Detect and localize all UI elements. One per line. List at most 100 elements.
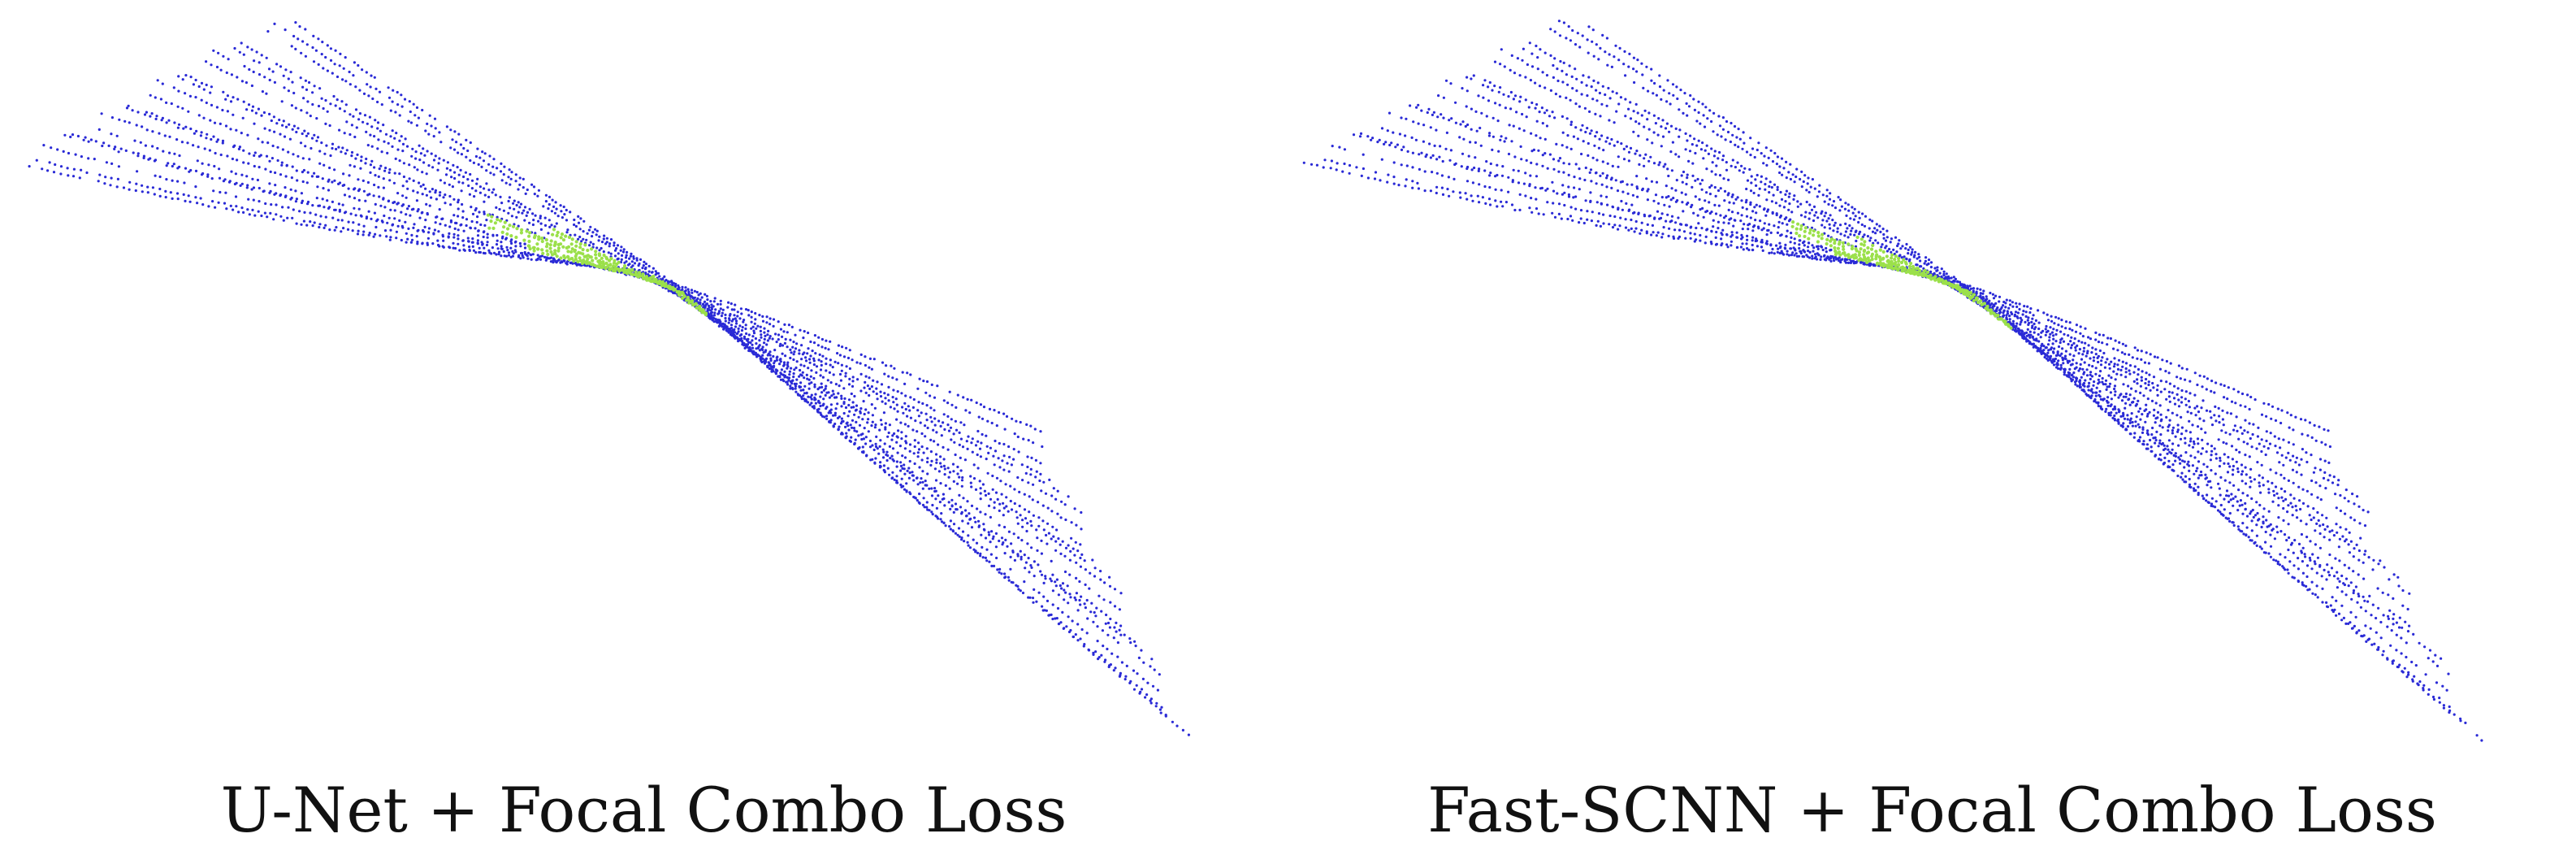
background-point [263,127,266,130]
background-point [1627,228,1630,232]
background-point [1821,248,1825,252]
background-point [1551,180,1554,184]
background-point [431,166,435,169]
background-point [1411,151,1414,154]
background-point [918,377,921,380]
segmented-point [567,235,572,240]
background-point [1061,540,1064,543]
background-point [377,185,380,189]
background-point [2223,453,2226,456]
background-point [845,435,848,438]
background-point [476,234,480,237]
background-point [940,465,943,468]
background-point [1070,521,1073,524]
background-point [500,241,503,244]
background-point [1595,224,1598,227]
background-point [2158,404,2162,407]
background-point [2180,367,2184,370]
background-point [448,183,451,186]
background-point [1397,184,1401,187]
background-point [853,413,856,416]
segmented-point [555,254,559,258]
segmented-point [556,230,560,235]
background-point [2087,344,2090,347]
background-point [1132,669,1136,672]
background-point [1666,213,1669,216]
background-point [291,128,294,131]
background-point [729,329,732,332]
background-point [434,127,437,130]
background-point [952,470,955,473]
background-point [301,40,305,43]
background-point [478,246,481,250]
background-point [1518,193,1522,196]
background-point [532,219,535,222]
background-point [833,414,837,417]
background-point [536,257,539,260]
background-point [457,242,460,245]
background-point [438,131,441,134]
background-point [2115,372,2119,376]
background-point [513,207,516,211]
background-point [2136,357,2139,360]
background-point [1112,636,1115,640]
background-point [466,149,470,153]
background-point [1088,587,1091,590]
background-point [67,174,70,177]
segmented-point [527,234,531,238]
background-point [2269,432,2272,435]
background-point [994,439,997,443]
background-point [1668,227,1671,230]
background-point [297,127,300,130]
background-point [412,102,415,106]
background-point [258,186,261,190]
background-point [113,147,116,150]
background-point [1035,528,1038,532]
background-point [167,162,170,165]
background-point [155,115,158,118]
background-point [2048,339,2051,342]
background-point [316,185,319,189]
background-point [462,175,465,179]
background-point [176,180,180,183]
background-point [739,307,743,310]
background-point [994,491,998,494]
background-point [492,188,496,191]
background-point [565,208,568,212]
background-point [457,198,461,202]
background-point [2019,316,2022,319]
background-point [1037,524,1041,528]
background-point [2180,396,2184,399]
background-point [931,513,934,516]
background-point [1741,236,1744,239]
background-point [696,297,699,300]
background-point [1028,510,1031,514]
background-point [291,165,294,168]
background-point [2223,396,2226,399]
background-point [290,176,293,180]
background-point [1352,133,1356,137]
background-point [818,353,821,356]
background-point [177,89,180,93]
background-point [2054,332,2058,336]
background-point [1441,159,1444,163]
background-point [300,223,303,226]
background-point [209,91,212,94]
background-point [506,249,509,252]
background-point [519,257,522,260]
background-point [718,319,721,322]
background-point [196,202,199,205]
background-point [854,438,857,441]
background-point [219,153,223,157]
background-point [1712,225,1715,228]
background-point [893,367,896,370]
background-point [900,477,903,480]
background-point [713,311,717,315]
background-point [491,191,494,194]
background-point [1005,505,1008,508]
background-point [1062,627,1065,631]
background-point [1031,498,1034,501]
background-point [870,403,873,406]
background-point [483,230,486,233]
background-point [1662,226,1665,229]
